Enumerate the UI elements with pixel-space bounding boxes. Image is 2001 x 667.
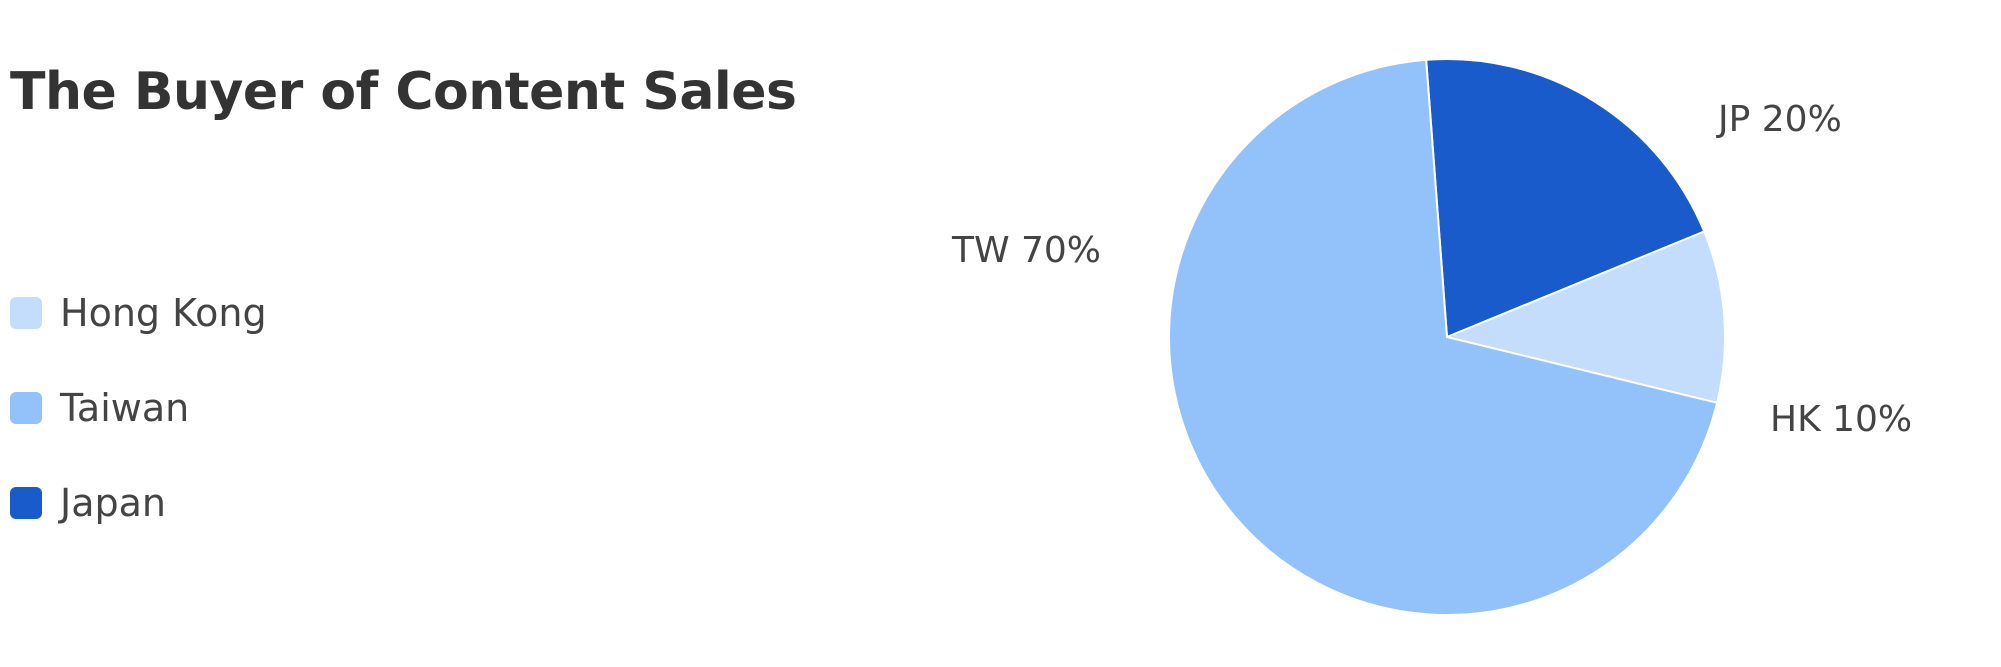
pie-slice-japan [1425,58,1706,339]
legend-label-japan: Japan [60,480,166,525]
legend-swatch-taiwan [10,391,42,424]
slice-label-hk: HK 10% [1770,399,1912,440]
chart-title: The Buyer of Content Sales [10,62,797,122]
chart-legend: Hong Kong Taiwan Japan [10,265,267,550]
legend-item-hong-kong: Hong Kong [10,265,267,360]
legend-swatch-japan [10,486,42,519]
pie-slice-taiwan [1168,58,1719,616]
pie-slices [1168,58,1726,616]
slice-label-tw: TW 70% [951,230,1101,271]
pie-labels: JP 20% HK 10% TW 70% [951,99,1912,440]
slice-label-jp: JP 20% [1716,99,1842,140]
pie-slice-hong-kong [1443,230,1726,405]
legend-item-taiwan: Taiwan [10,360,267,455]
legend-label-taiwan: Taiwan [60,385,190,430]
legend-label-hong-kong: Hong Kong [60,290,267,335]
legend-swatch-hong-kong [10,296,42,329]
legend-item-japan: Japan [10,455,267,550]
